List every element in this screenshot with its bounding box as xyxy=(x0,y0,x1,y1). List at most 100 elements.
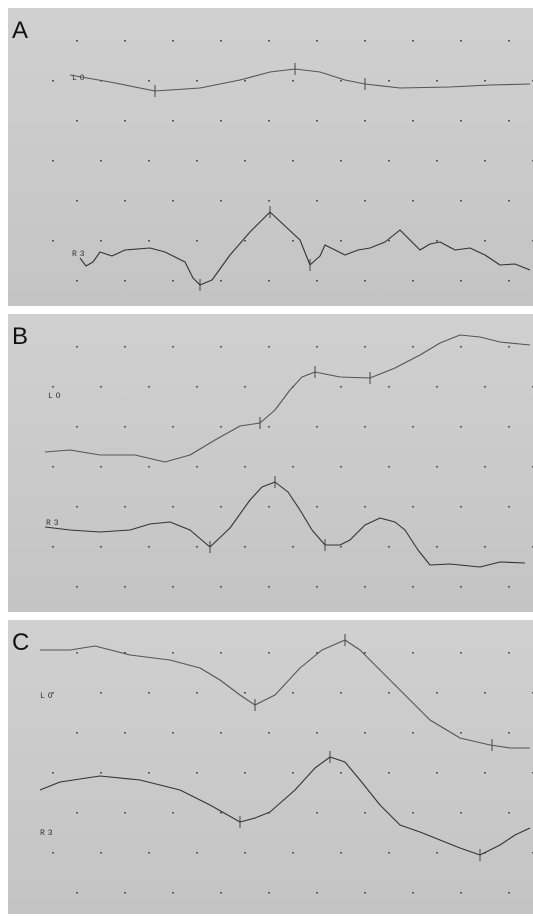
grid-dot xyxy=(220,892,222,894)
grid-dot xyxy=(340,852,342,854)
grid-dot xyxy=(436,546,438,548)
grid-dot xyxy=(292,160,294,162)
grid-dot xyxy=(412,200,414,202)
grid-dot xyxy=(196,386,198,388)
grid-dot xyxy=(460,812,462,814)
grid-dot xyxy=(388,160,390,162)
grid-dot xyxy=(340,466,342,468)
grid-dot xyxy=(412,892,414,894)
grid-dot xyxy=(316,40,318,42)
grid-dot xyxy=(340,386,342,388)
grid-dot xyxy=(76,506,78,508)
grid-dot xyxy=(52,772,54,774)
grid-dot xyxy=(148,466,150,468)
tick-marks xyxy=(154,63,366,291)
trace-line xyxy=(69,68,531,92)
grid-dot xyxy=(220,346,222,348)
grid-dot xyxy=(100,852,102,854)
grid-dot xyxy=(220,120,222,122)
grid-dot xyxy=(316,426,318,428)
grid-dot xyxy=(124,732,126,734)
grid-dot xyxy=(292,772,294,774)
grid-dot xyxy=(508,426,510,428)
grid-dot xyxy=(340,80,342,82)
grid-dot xyxy=(100,692,102,694)
grid-dot xyxy=(124,812,126,814)
grid-dot xyxy=(244,160,246,162)
grid-dot xyxy=(244,692,246,694)
grid-dot xyxy=(268,120,270,122)
grid-dot xyxy=(316,346,318,348)
grid-dot xyxy=(436,692,438,694)
grid-dot xyxy=(388,466,390,468)
panel-background xyxy=(8,314,533,612)
trace-label: R3 xyxy=(40,829,56,838)
grid-dot xyxy=(412,812,414,814)
grid-dot xyxy=(412,652,414,654)
grid-dot xyxy=(196,772,198,774)
grid-dot xyxy=(436,240,438,242)
grid-dot xyxy=(124,586,126,588)
grid-dot xyxy=(484,692,486,694)
grid-dot xyxy=(76,200,78,202)
grid-dot xyxy=(316,812,318,814)
grid-dot xyxy=(220,506,222,508)
grid-dot xyxy=(268,426,270,428)
grid-dot xyxy=(292,692,294,694)
grid-dot xyxy=(388,240,390,242)
grid-dot xyxy=(412,120,414,122)
grid-dot xyxy=(316,200,318,202)
grid-dot xyxy=(364,426,366,428)
grid-dot xyxy=(436,466,438,468)
grid-dot xyxy=(268,280,270,282)
grid-dot xyxy=(196,80,198,82)
grid-dot xyxy=(196,546,198,548)
panel-background xyxy=(8,620,533,914)
grid-dot xyxy=(316,586,318,588)
grid-dot xyxy=(100,772,102,774)
grid-dot xyxy=(76,280,78,282)
grid-dot xyxy=(508,200,510,202)
grid-dot xyxy=(388,772,390,774)
grid-dot xyxy=(100,240,102,242)
grid-dot xyxy=(244,466,246,468)
grid-dot xyxy=(364,346,366,348)
grid-dot xyxy=(172,586,174,588)
grid-dot xyxy=(508,346,510,348)
grid-dot xyxy=(460,732,462,734)
grid-dot xyxy=(460,280,462,282)
grid-dot xyxy=(412,426,414,428)
grid-dot xyxy=(244,772,246,774)
grid-dot xyxy=(412,732,414,734)
grid-dot xyxy=(196,692,198,694)
grid-dot xyxy=(508,812,510,814)
grid-dot xyxy=(508,892,510,894)
grid-dot xyxy=(76,812,78,814)
grid-dot xyxy=(292,80,294,82)
grid-dot xyxy=(100,160,102,162)
grid-dot xyxy=(292,466,294,468)
grid-dot xyxy=(244,80,246,82)
grid-dot xyxy=(340,240,342,242)
grid-dot xyxy=(148,386,150,388)
grid-dot xyxy=(484,772,486,774)
grid-dot xyxy=(52,692,54,694)
grid-dot xyxy=(412,586,414,588)
grid-dot xyxy=(340,546,342,548)
grid-dot xyxy=(484,466,486,468)
grid-dot xyxy=(364,200,366,202)
grid-dot xyxy=(52,80,54,82)
grid-dot xyxy=(364,732,366,734)
grid-dot xyxy=(148,80,150,82)
grid-dot xyxy=(172,506,174,508)
grid-dot xyxy=(148,772,150,774)
grid-dot xyxy=(172,732,174,734)
grid-dot xyxy=(388,546,390,548)
grid-dot xyxy=(196,240,198,242)
grid-dot xyxy=(244,240,246,242)
grid-dot xyxy=(364,506,366,508)
trace-line xyxy=(44,481,526,568)
panel-label: B xyxy=(12,323,28,350)
